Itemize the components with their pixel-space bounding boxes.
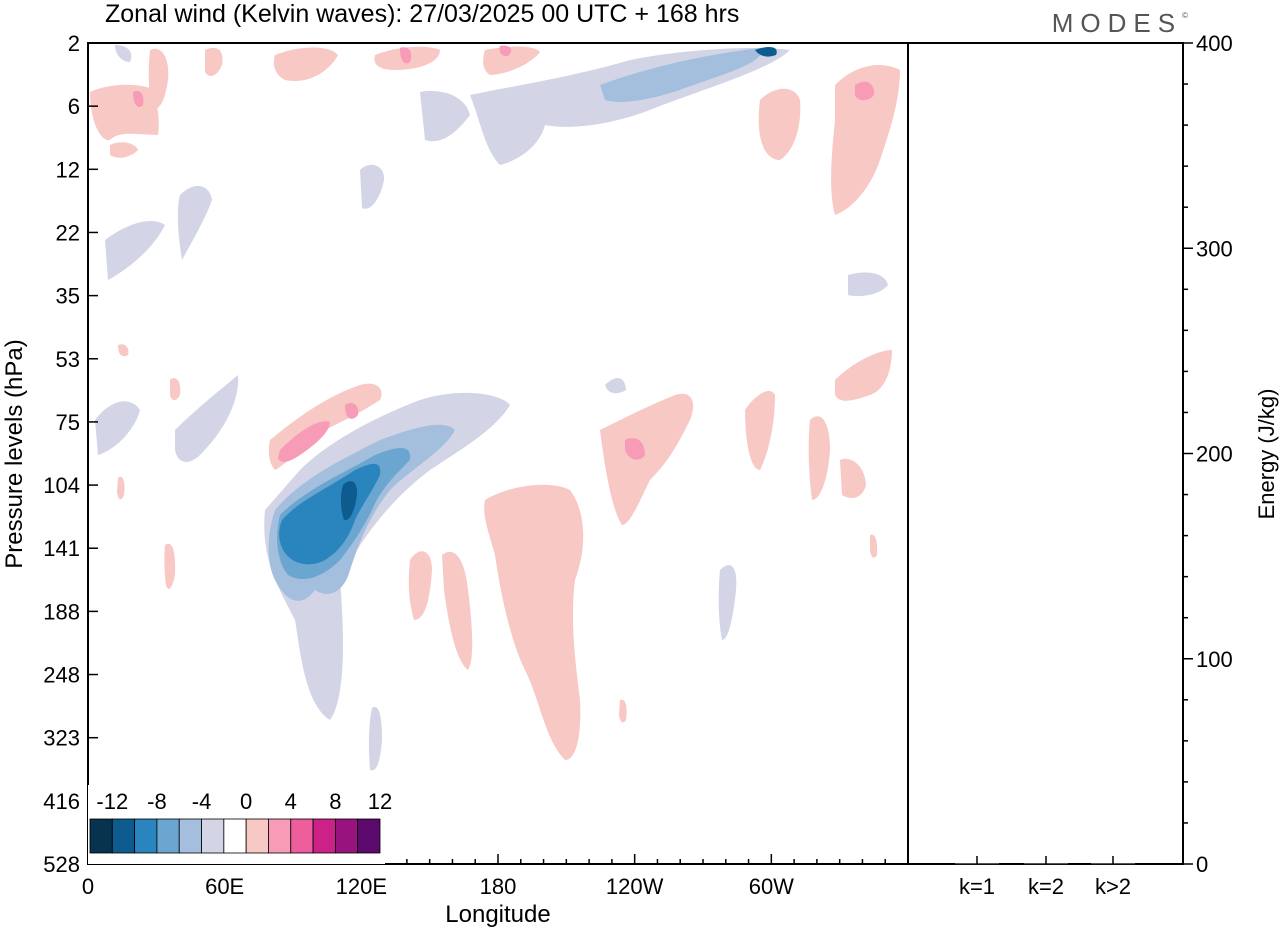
colorbar-swatch: [89, 818, 113, 854]
energy-category-label: k=1: [959, 874, 995, 899]
colorbar-swatch: [268, 818, 292, 854]
colorbar-legend: -12 -8 -4 0 4 8 12: [88, 785, 392, 864]
energy-bars: k=1 k=2 k>2: [955, 856, 1135, 899]
y-tick-label: 75: [56, 410, 80, 435]
colorbar-label: 8: [329, 789, 341, 814]
energy-axis-label: Energy (J/kg): [1254, 389, 1279, 520]
energy-category-label: k=2: [1028, 874, 1064, 899]
y-tick-label: 528: [43, 852, 80, 877]
y-axis: 2 6 12 22 35 53 75 104 141 188 248 323 416 528: [43, 31, 98, 877]
y-tick-label: 2: [68, 31, 80, 56]
colorbar-swatch: [290, 818, 314, 854]
x-axis-label: Longitude: [445, 901, 550, 928]
contour-plot-area: [87, 42, 909, 865]
contour-field: [90, 45, 900, 771]
energy-tick-label: 300: [1196, 236, 1233, 261]
y-tick-label: 35: [56, 284, 80, 309]
x-tick-label: 60E: [205, 874, 244, 899]
x-tick-label: 180: [480, 874, 517, 899]
y-tick-label: 104: [43, 473, 80, 498]
chart-title: Zonal wind (Kelvin waves): 27/03/2025 00…: [105, 0, 739, 28]
y-tick-label: 141: [43, 536, 80, 561]
colorbar-swatch: [223, 818, 247, 854]
colorbar-label: -12: [96, 789, 128, 814]
colorbar-label: -4: [192, 789, 212, 814]
energy-tick-label: 100: [1196, 647, 1233, 672]
y-tick-label: 416: [43, 789, 80, 814]
energy-tick-label: 400: [1196, 31, 1233, 56]
modes-logo: MODES©: [1051, 8, 1188, 38]
colorbar-label: -8: [147, 789, 167, 814]
colorbar-swatch: [178, 818, 202, 854]
y-tick-label: 323: [43, 726, 80, 751]
x-tick-label: 120W: [606, 874, 664, 899]
colorbar-label: 4: [285, 789, 297, 814]
energy-tick-label: 0: [1196, 852, 1208, 877]
energy-axis: 0 100 200 300 400: [1183, 31, 1233, 877]
x-tick-label: 120E: [336, 874, 387, 899]
colorbar-swatch: [156, 818, 180, 854]
colorbar-swatch: [111, 818, 136, 854]
energy-tick-label: 200: [1196, 442, 1233, 467]
colorbar-swatch: [312, 818, 336, 854]
colorbar-label: 12: [368, 789, 392, 814]
energy-plot-area: [907, 42, 1184, 865]
y-tick-label: 53: [56, 347, 80, 372]
y-tick-label: 6: [68, 94, 80, 119]
x-tick-label: 0: [82, 874, 94, 899]
colorbar-swatch: [201, 818, 225, 854]
colorbar-swatch: [357, 818, 381, 854]
y-tick-label: 188: [43, 599, 80, 624]
y-axis-label: Pressure levels (hPa): [1, 339, 28, 568]
x-tick-label: 60W: [749, 874, 794, 899]
colorbar-swatch: [334, 818, 359, 854]
y-tick-label: 248: [43, 663, 80, 688]
y-tick-label: 12: [56, 157, 80, 182]
y-tick-label: 22: [56, 220, 80, 245]
colorbar-label: 0: [240, 789, 252, 814]
colorbar-swatch: [134, 818, 158, 854]
colorbar-swatch: [245, 818, 269, 854]
energy-category-label: k>2: [1095, 874, 1131, 899]
